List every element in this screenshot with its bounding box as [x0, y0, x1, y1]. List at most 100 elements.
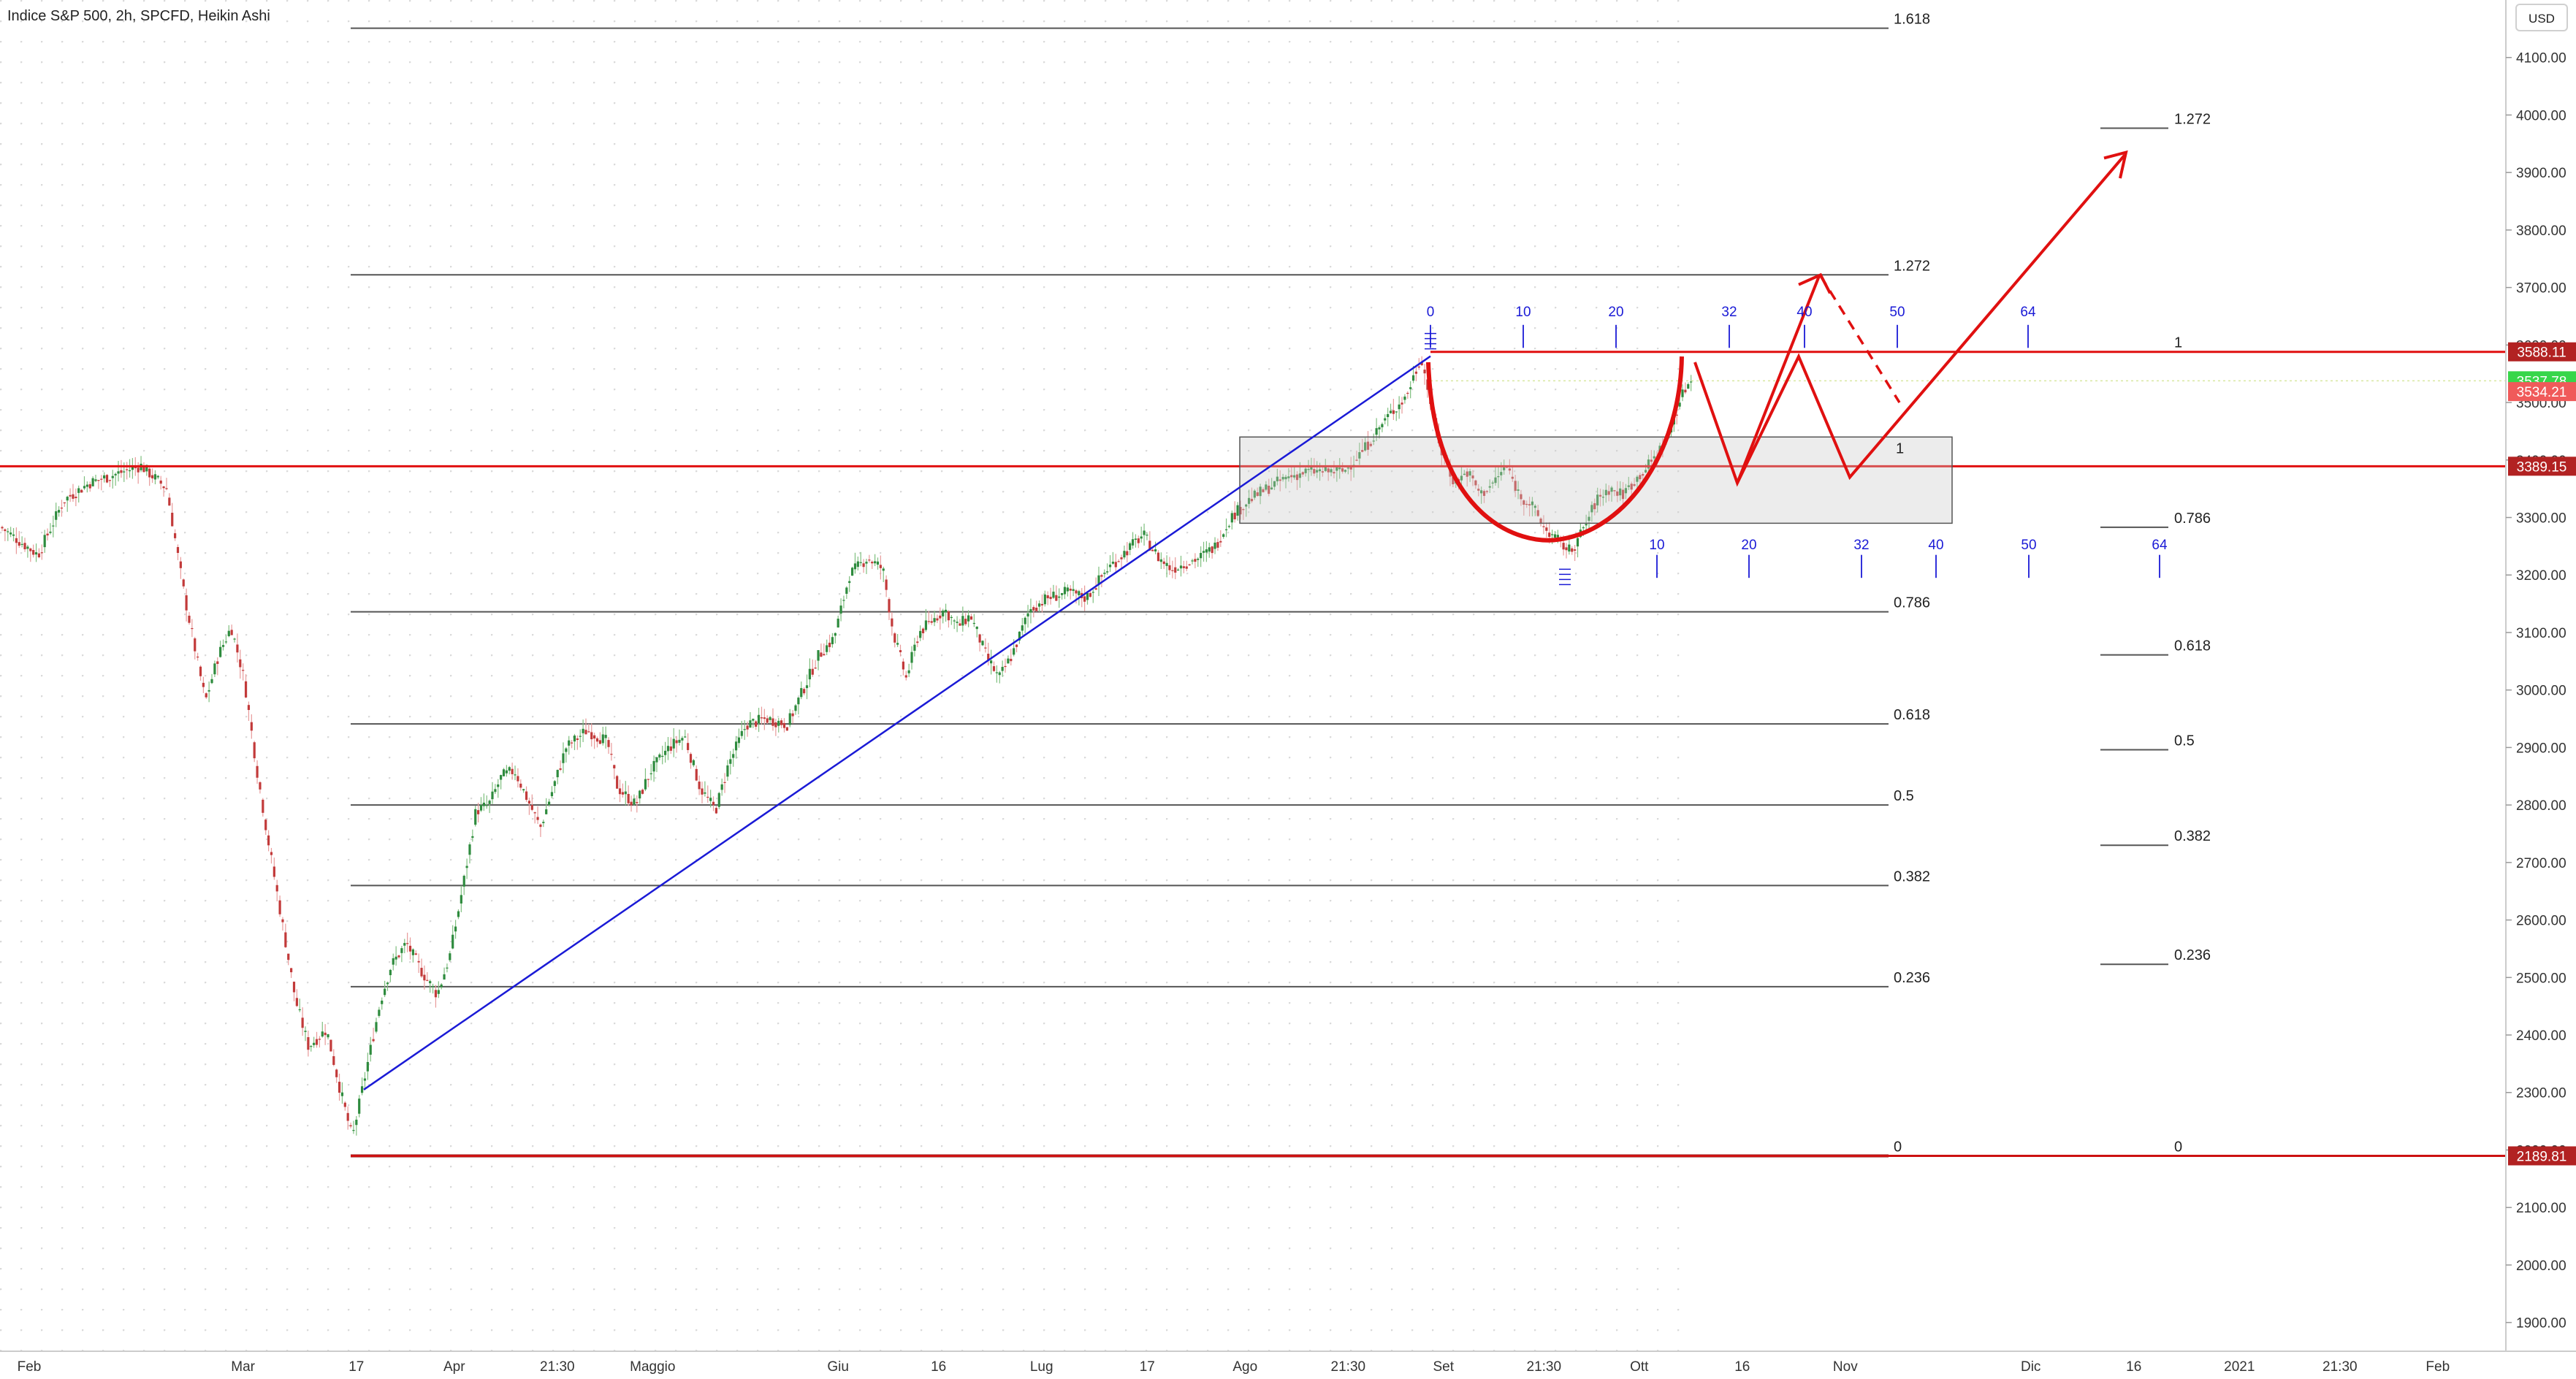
candle-body — [1007, 658, 1010, 664]
candle-body — [431, 986, 435, 988]
candle-body — [105, 475, 109, 483]
candle-body — [1058, 596, 1061, 598]
candle-body — [913, 644, 916, 651]
candle-body — [885, 579, 888, 590]
candle-body — [1208, 547, 1211, 552]
candle-body — [1387, 414, 1390, 418]
support-box-label: 1 — [1896, 440, 1904, 457]
candle-body — [921, 628, 925, 634]
candle-body — [165, 488, 168, 489]
candle-body — [494, 789, 497, 792]
candle-body — [1069, 588, 1072, 591]
candle-body — [37, 553, 41, 557]
candle-body — [655, 757, 658, 763]
fib-retracement-label: 1.272 — [1894, 258, 1930, 274]
candle-body — [837, 619, 839, 628]
candle-body — [426, 979, 429, 981]
candle-body — [1616, 491, 1619, 496]
candle-body — [550, 792, 554, 797]
candle-body — [1548, 532, 1551, 538]
candle-body — [1078, 591, 1081, 595]
candle-body — [1140, 536, 1143, 539]
candle-body — [1072, 589, 1075, 592]
candle-body — [709, 798, 712, 801]
candle-body — [1037, 603, 1041, 607]
candle-body — [20, 543, 23, 546]
candle-body — [1598, 494, 1602, 497]
candle-body — [150, 475, 154, 478]
candle-body — [363, 1078, 367, 1081]
fib-retracement-label: 0.786 — [1894, 595, 1930, 611]
candle-body — [1681, 389, 1684, 397]
candle-body — [669, 746, 672, 751]
candle-body — [1013, 648, 1015, 655]
price-label: 3389.15 — [2517, 459, 2567, 475]
candle-body — [1627, 485, 1630, 487]
candle-body — [1055, 595, 1058, 601]
candle-body — [1406, 392, 1409, 394]
candle-body — [1375, 428, 1378, 435]
candle-body — [233, 638, 236, 640]
candle-body — [34, 552, 38, 555]
candle-body — [1001, 667, 1004, 671]
candle-body — [992, 666, 996, 671]
candle-body — [598, 740, 601, 744]
candle-body — [123, 471, 126, 473]
candle-body — [879, 565, 882, 568]
candle-body — [18, 542, 20, 546]
candle-body — [1290, 475, 1293, 478]
candle-body — [1520, 494, 1523, 500]
candle-body — [616, 776, 619, 789]
candle-body — [1449, 470, 1452, 477]
candle-body — [244, 681, 248, 698]
candle-body — [91, 478, 94, 486]
candle-body — [247, 705, 251, 711]
candle-body — [1, 527, 4, 529]
candle-body — [590, 732, 593, 740]
candle-body — [1528, 504, 1531, 505]
candle-body — [1129, 543, 1132, 550]
candle-body — [964, 619, 967, 624]
candle-body — [1256, 492, 1259, 496]
fib-extension-label: 0.786 — [2174, 511, 2211, 527]
x-tick-label: 2021 — [2224, 1359, 2255, 1375]
candle-body — [1539, 518, 1542, 524]
candle-body — [774, 722, 777, 727]
candle-body — [565, 748, 568, 752]
candle-body — [732, 754, 735, 758]
candle-body — [1571, 548, 1574, 552]
fib-time-zone-top-label: 64 — [2020, 305, 2036, 320]
candle-body — [1239, 506, 1242, 515]
candle-body — [307, 1036, 310, 1050]
candle-body — [817, 650, 820, 661]
candle-body — [97, 480, 100, 481]
candle-body — [972, 622, 975, 624]
candle-body — [80, 489, 83, 493]
candle-body — [417, 960, 420, 963]
y-tick-label: 3800.00 — [2516, 224, 2567, 239]
fib-time-zone-bottom-label: 40 — [1928, 538, 1943, 553]
candle-body — [1066, 587, 1069, 592]
candle-body — [1293, 475, 1296, 478]
currency-button[interactable]: USD — [2515, 4, 2568, 31]
candle-body — [649, 773, 652, 775]
candle-body — [1233, 512, 1236, 520]
price-label-bg — [2508, 457, 2576, 476]
candle-body — [40, 552, 43, 554]
candle-body — [1653, 456, 1655, 459]
candle-body — [517, 776, 519, 782]
x-tick-label: Set — [1433, 1359, 1455, 1375]
x-tick-label: Ott — [1630, 1359, 1649, 1375]
candle-body — [1355, 459, 1358, 461]
candle-body — [1335, 467, 1338, 471]
candle-body — [1035, 607, 1038, 611]
candle-body — [672, 738, 675, 749]
candle-body — [375, 1022, 378, 1032]
candle-body — [1307, 469, 1310, 470]
candle-body — [1381, 424, 1384, 427]
candle-body — [1174, 567, 1177, 573]
candle-body — [1556, 535, 1559, 538]
candle-body — [1650, 459, 1653, 462]
candle-body — [1321, 471, 1325, 473]
